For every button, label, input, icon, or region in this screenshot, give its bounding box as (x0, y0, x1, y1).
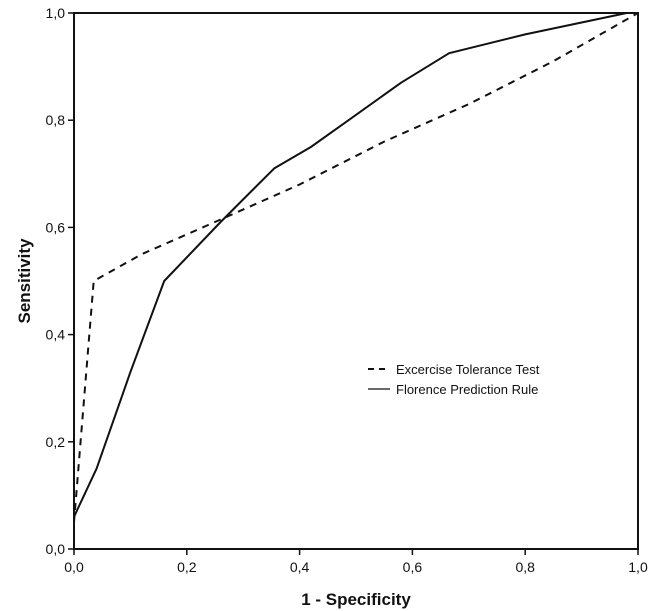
series-line-excercise-tolerance-test (73, 12, 639, 549)
x-tick-label: 0,8 (515, 559, 535, 575)
y-tick-label: 0,2 (46, 434, 66, 450)
x-tick-label: 0,4 (290, 559, 310, 575)
legend: Excercise Tolerance Test Florence Predic… (368, 362, 540, 397)
legend-label-exercise-tolerance-test: Excercise Tolerance Test (396, 362, 540, 377)
x-tick-label: 0,0 (64, 559, 84, 575)
y-tick-label: 0,0 (46, 541, 66, 557)
plot-frame (73, 12, 639, 550)
x-axis: 0,0 0,2 0,4 0,6 0,8 1,0 (64, 549, 648, 575)
x-tick-label: 0,2 (177, 559, 197, 575)
legend-label-florence-prediction-rule: Florence Prediction Rule (396, 382, 538, 397)
y-tick-label: 0,6 (46, 219, 66, 235)
y-tick-label: 1,0 (46, 5, 66, 21)
series-line-florence-prediction-rule (73, 12, 638, 549)
y-tick-label: 0,4 (46, 327, 66, 343)
y-tick-label: 0,8 (46, 112, 66, 128)
y-axis-label: Sensitivity (15, 238, 34, 324)
y-axis: 0,0 0,2 0,4 0,6 0,8 1,0 (46, 5, 74, 557)
x-axis-label: 1 - Specificity (301, 590, 411, 609)
x-tick-label: 0,6 (403, 559, 423, 575)
series-layer (73, 12, 639, 549)
x-tick-label: 1,0 (628, 559, 648, 575)
